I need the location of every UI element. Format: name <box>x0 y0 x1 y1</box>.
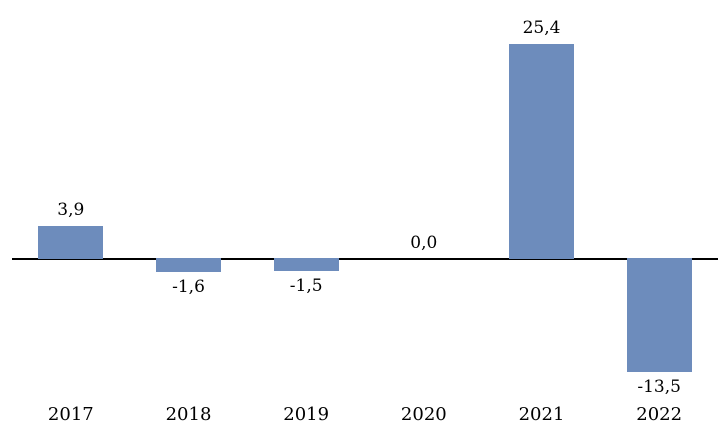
category-label-2019: 2019 <box>283 404 330 425</box>
category-label-2017: 2017 <box>47 404 94 425</box>
category-label-2021: 2021 <box>518 404 565 425</box>
category-label-2022: 2022 <box>636 404 683 425</box>
bar-2019 <box>273 258 339 271</box>
value-label-2019: -1,5 <box>289 275 323 296</box>
bar-2021 <box>509 44 574 259</box>
category-label-2020: 2020 <box>400 404 447 425</box>
zero-axis-line <box>12 258 718 260</box>
value-label-2017: 3,9 <box>57 200 85 221</box>
value-label-2018: -1,6 <box>172 276 205 297</box>
value-label-2021: 25,4 <box>522 18 561 39</box>
bar-2018 <box>156 258 221 272</box>
value-label-2020: 0,0 <box>410 233 438 253</box>
bar-2017 <box>38 226 104 259</box>
value-label-2022: -13,5 <box>637 377 681 398</box>
bar-2022 <box>626 258 692 373</box>
category-label-2018: 2018 <box>165 404 212 425</box>
